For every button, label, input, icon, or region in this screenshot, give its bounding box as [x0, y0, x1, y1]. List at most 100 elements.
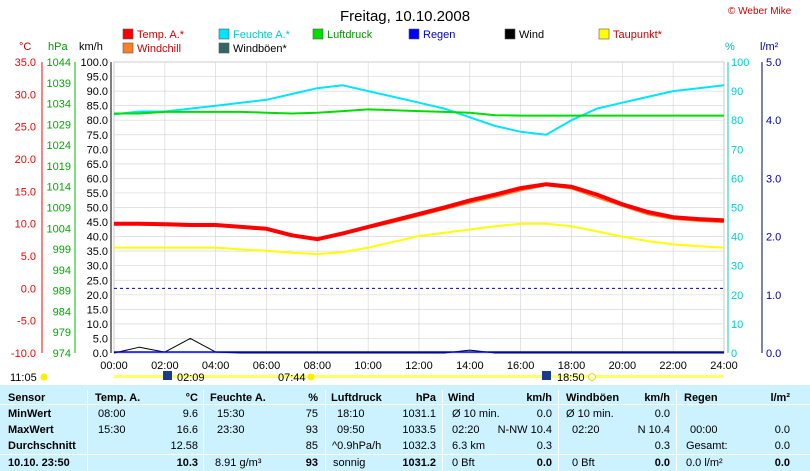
legend-label: Feuchte A.* — [233, 29, 291, 41]
temp-current: 10.3 — [176, 457, 198, 469]
temp-tick-label: 20.0 — [15, 154, 36, 166]
time-tick-label: 06:00 — [253, 360, 281, 372]
header-temp-unit: °C — [185, 392, 198, 404]
column-divider — [676, 390, 677, 471]
wind-tick-label: 40.0 — [87, 232, 108, 244]
gusts-beaufort: 0 Bft — [572, 457, 595, 469]
wind-avg-label: Ø 10 min. — [452, 408, 500, 420]
humidity-current: 93 — [305, 457, 318, 469]
pressure-tick-label: 979 — [53, 327, 71, 339]
pressure-tick-label: 1019 — [47, 161, 71, 173]
legend-swatch — [504, 28, 516, 40]
temp-max-value: 16.6 — [176, 424, 198, 436]
humidity-tick-label: 30 — [731, 261, 743, 273]
wind-tick-label: 65.0 — [87, 159, 108, 171]
gusts-avg-value: 0.0 — [654, 408, 670, 420]
pressure-tick-label: 1014 — [47, 182, 71, 194]
legend-swatch — [218, 28, 230, 40]
series-line — [114, 222, 725, 256]
humidity-tick-label: 80 — [731, 115, 743, 127]
gusts-current: 0.0 — [654, 457, 670, 469]
humidity-max-value: 93 — [305, 424, 318, 436]
pressure-tick-label: 1034 — [47, 99, 71, 111]
gusts-max-time: 02:20 — [572, 424, 600, 436]
wind-tick-label: 0.0 — [93, 348, 108, 360]
temp-tick-label: 25.0 — [15, 122, 36, 134]
pressure-tick-label: 1029 — [47, 119, 71, 131]
wind-tick-label: 60.0 — [87, 173, 108, 185]
time-tick-label: 12:00 — [405, 360, 433, 372]
humidity-tick-label: 50 — [731, 203, 743, 215]
wind-tick-label: 20.0 — [87, 290, 108, 302]
humidity-tick-label: 10 — [731, 319, 743, 331]
sunrise-icon — [40, 373, 48, 381]
wind-tick-label: 90.0 — [87, 86, 108, 98]
humidity-tick-label: 0 — [731, 348, 737, 360]
temp-tick-label: 10.0 — [15, 219, 36, 231]
rain-total-value: 0.0 — [774, 440, 790, 452]
wind-axis-title: km/h — [79, 41, 103, 53]
time-tick-label: 00:00 — [100, 360, 128, 372]
pressure-tick-label: 1024 — [47, 140, 71, 152]
temp-min-value: 9.6 — [182, 408, 198, 420]
pressure-tick-label: 974 — [53, 348, 71, 360]
pressure-max-time: 09:50 — [337, 424, 365, 436]
pressure-min-time: 18:10 — [337, 408, 365, 420]
wind-distance: 6.3 km — [452, 440, 486, 452]
temp-tick-label: -5.0 — [17, 316, 36, 328]
temp-axis-title: °C — [19, 41, 31, 53]
humidity-tick-label: 70 — [731, 144, 743, 156]
column-divider — [442, 390, 443, 471]
wind-tick-label: 25.0 — [87, 275, 108, 287]
daylight-bar — [114, 375, 724, 378]
wind-tick-label: 35.0 — [87, 246, 108, 258]
time-tick-label: 18:00 — [558, 360, 586, 372]
rain-max-value: 0.0 — [774, 424, 790, 436]
legend-swatch — [312, 28, 324, 40]
sunrise-time: 11:05 — [10, 372, 37, 384]
temp-tick-label: -10.0 — [11, 348, 36, 360]
wind-tick-label: 50.0 — [87, 203, 108, 215]
wind-tick-label: 45.0 — [87, 217, 108, 229]
rain-current: 0.0 — [774, 457, 790, 469]
statistics-header-divider — [0, 404, 810, 405]
statistics-panel — [0, 385, 810, 471]
humidity-axis-title: % — [725, 41, 735, 53]
header-temp: Temp. A. — [95, 392, 141, 404]
temp-tick-label: 30.0 — [15, 89, 36, 101]
sunset-time: 07:44 — [278, 372, 306, 384]
temp-tick-label: 5.0 — [21, 251, 36, 263]
header-humidity: Feuchte A. — [210, 392, 266, 404]
rain-tick-label: 2.0 — [766, 232, 781, 244]
pressure-tick-label: 1044 — [47, 57, 71, 69]
header-gusts-unit: km/h — [644, 392, 670, 404]
pressure-tick-label: 999 — [53, 244, 71, 256]
header-pressure: Luftdruck — [331, 392, 382, 404]
wind-beaufort: 0 Bft — [452, 457, 475, 469]
humidity-average: 85 — [305, 440, 318, 452]
wind-average: 0.3 — [536, 440, 552, 452]
humidity-tick-label: 40 — [731, 232, 743, 244]
humidity-absolute: 8.91 g/m³ — [215, 457, 262, 469]
time-tick-label: 08:00 — [304, 360, 332, 372]
legend-label: Wind — [519, 29, 544, 41]
humidity-min-time: 15:30 — [217, 408, 245, 420]
wind-avg-value: 0.0 — [536, 408, 552, 420]
wind-tick-label: 30.0 — [87, 261, 108, 273]
legend-label: Windböen* — [233, 43, 288, 55]
time-tick-label: 24:00 — [710, 360, 738, 372]
series-line — [113, 84, 725, 136]
gusts-average: 0.3 — [654, 440, 670, 452]
legend-swatch — [408, 28, 420, 40]
temp-tick-label: 0.0 — [21, 283, 36, 295]
time-tick-label: 16:00 — [507, 360, 535, 372]
pressure-average: 1032.3 — [402, 440, 436, 452]
header-wind: Wind — [448, 392, 475, 404]
temp-tick-label: 15.0 — [15, 186, 36, 198]
gusts-avg-label: Ø 10 min. — [566, 408, 614, 420]
temp-tick-label: 35.0 — [15, 57, 36, 69]
temp-average: 12.58 — [170, 440, 198, 452]
rain-max-time: 00:00 — [690, 424, 718, 436]
time-tick-label: 04:00 — [202, 360, 230, 372]
statistics-current-divider — [0, 454, 810, 455]
